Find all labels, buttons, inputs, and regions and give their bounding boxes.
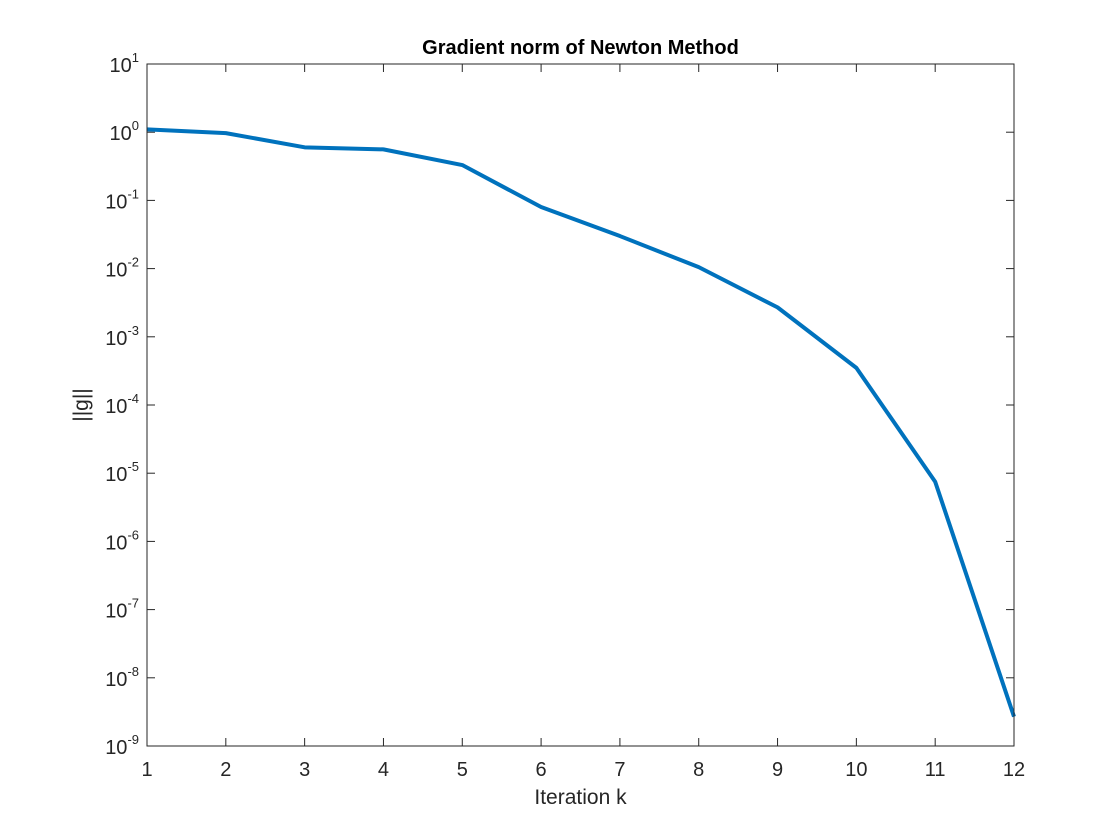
y-tick-label: 10-9 <box>105 732 139 759</box>
x-tick-label: 5 <box>457 759 468 781</box>
y-tick-label: 10-7 <box>105 596 139 623</box>
x-tick-label: 1 <box>141 759 152 781</box>
y-tick-label: 10-5 <box>105 459 139 486</box>
x-tick-label: 10 <box>845 759 867 781</box>
x-axis-label: Iteration k <box>534 786 627 809</box>
y-tick-label: 10-8 <box>105 664 139 691</box>
y-tick-label: 10-6 <box>105 527 139 554</box>
x-tick-label: 2 <box>220 759 231 781</box>
axes-box <box>146 63 1015 747</box>
y-tick-label: 10-3 <box>105 323 139 350</box>
y-axis-label: ||g|| <box>70 388 93 422</box>
series-line <box>146 127 1016 718</box>
x-tick-label: 4 <box>378 759 389 781</box>
x-tick-label: 11 <box>925 759 946 781</box>
y-tick-label: 10-1 <box>105 186 139 213</box>
y-tick-label: 100 <box>110 118 139 145</box>
x-tick-label: 6 <box>536 759 547 781</box>
x-tick-label: 3 <box>299 759 310 781</box>
y-tick-label: 10-2 <box>105 255 139 282</box>
chart-title: Gradient norm of Newton Method <box>422 37 739 59</box>
plot-area <box>147 64 1014 746</box>
x-tick-label: 8 <box>693 759 704 781</box>
x-tick-label: 9 <box>772 759 783 781</box>
x-tick-label: 12 <box>1003 759 1025 781</box>
ticks-layer: 1 2 3 4 5 6 7 8 9 10 11 1210-910-810-710-610-510-41… <box>105 50 1025 781</box>
y-tick-label: 10-4 <box>105 391 139 418</box>
y-tick-label: 101 <box>110 50 139 77</box>
x-tick-label: 7 <box>614 759 625 781</box>
